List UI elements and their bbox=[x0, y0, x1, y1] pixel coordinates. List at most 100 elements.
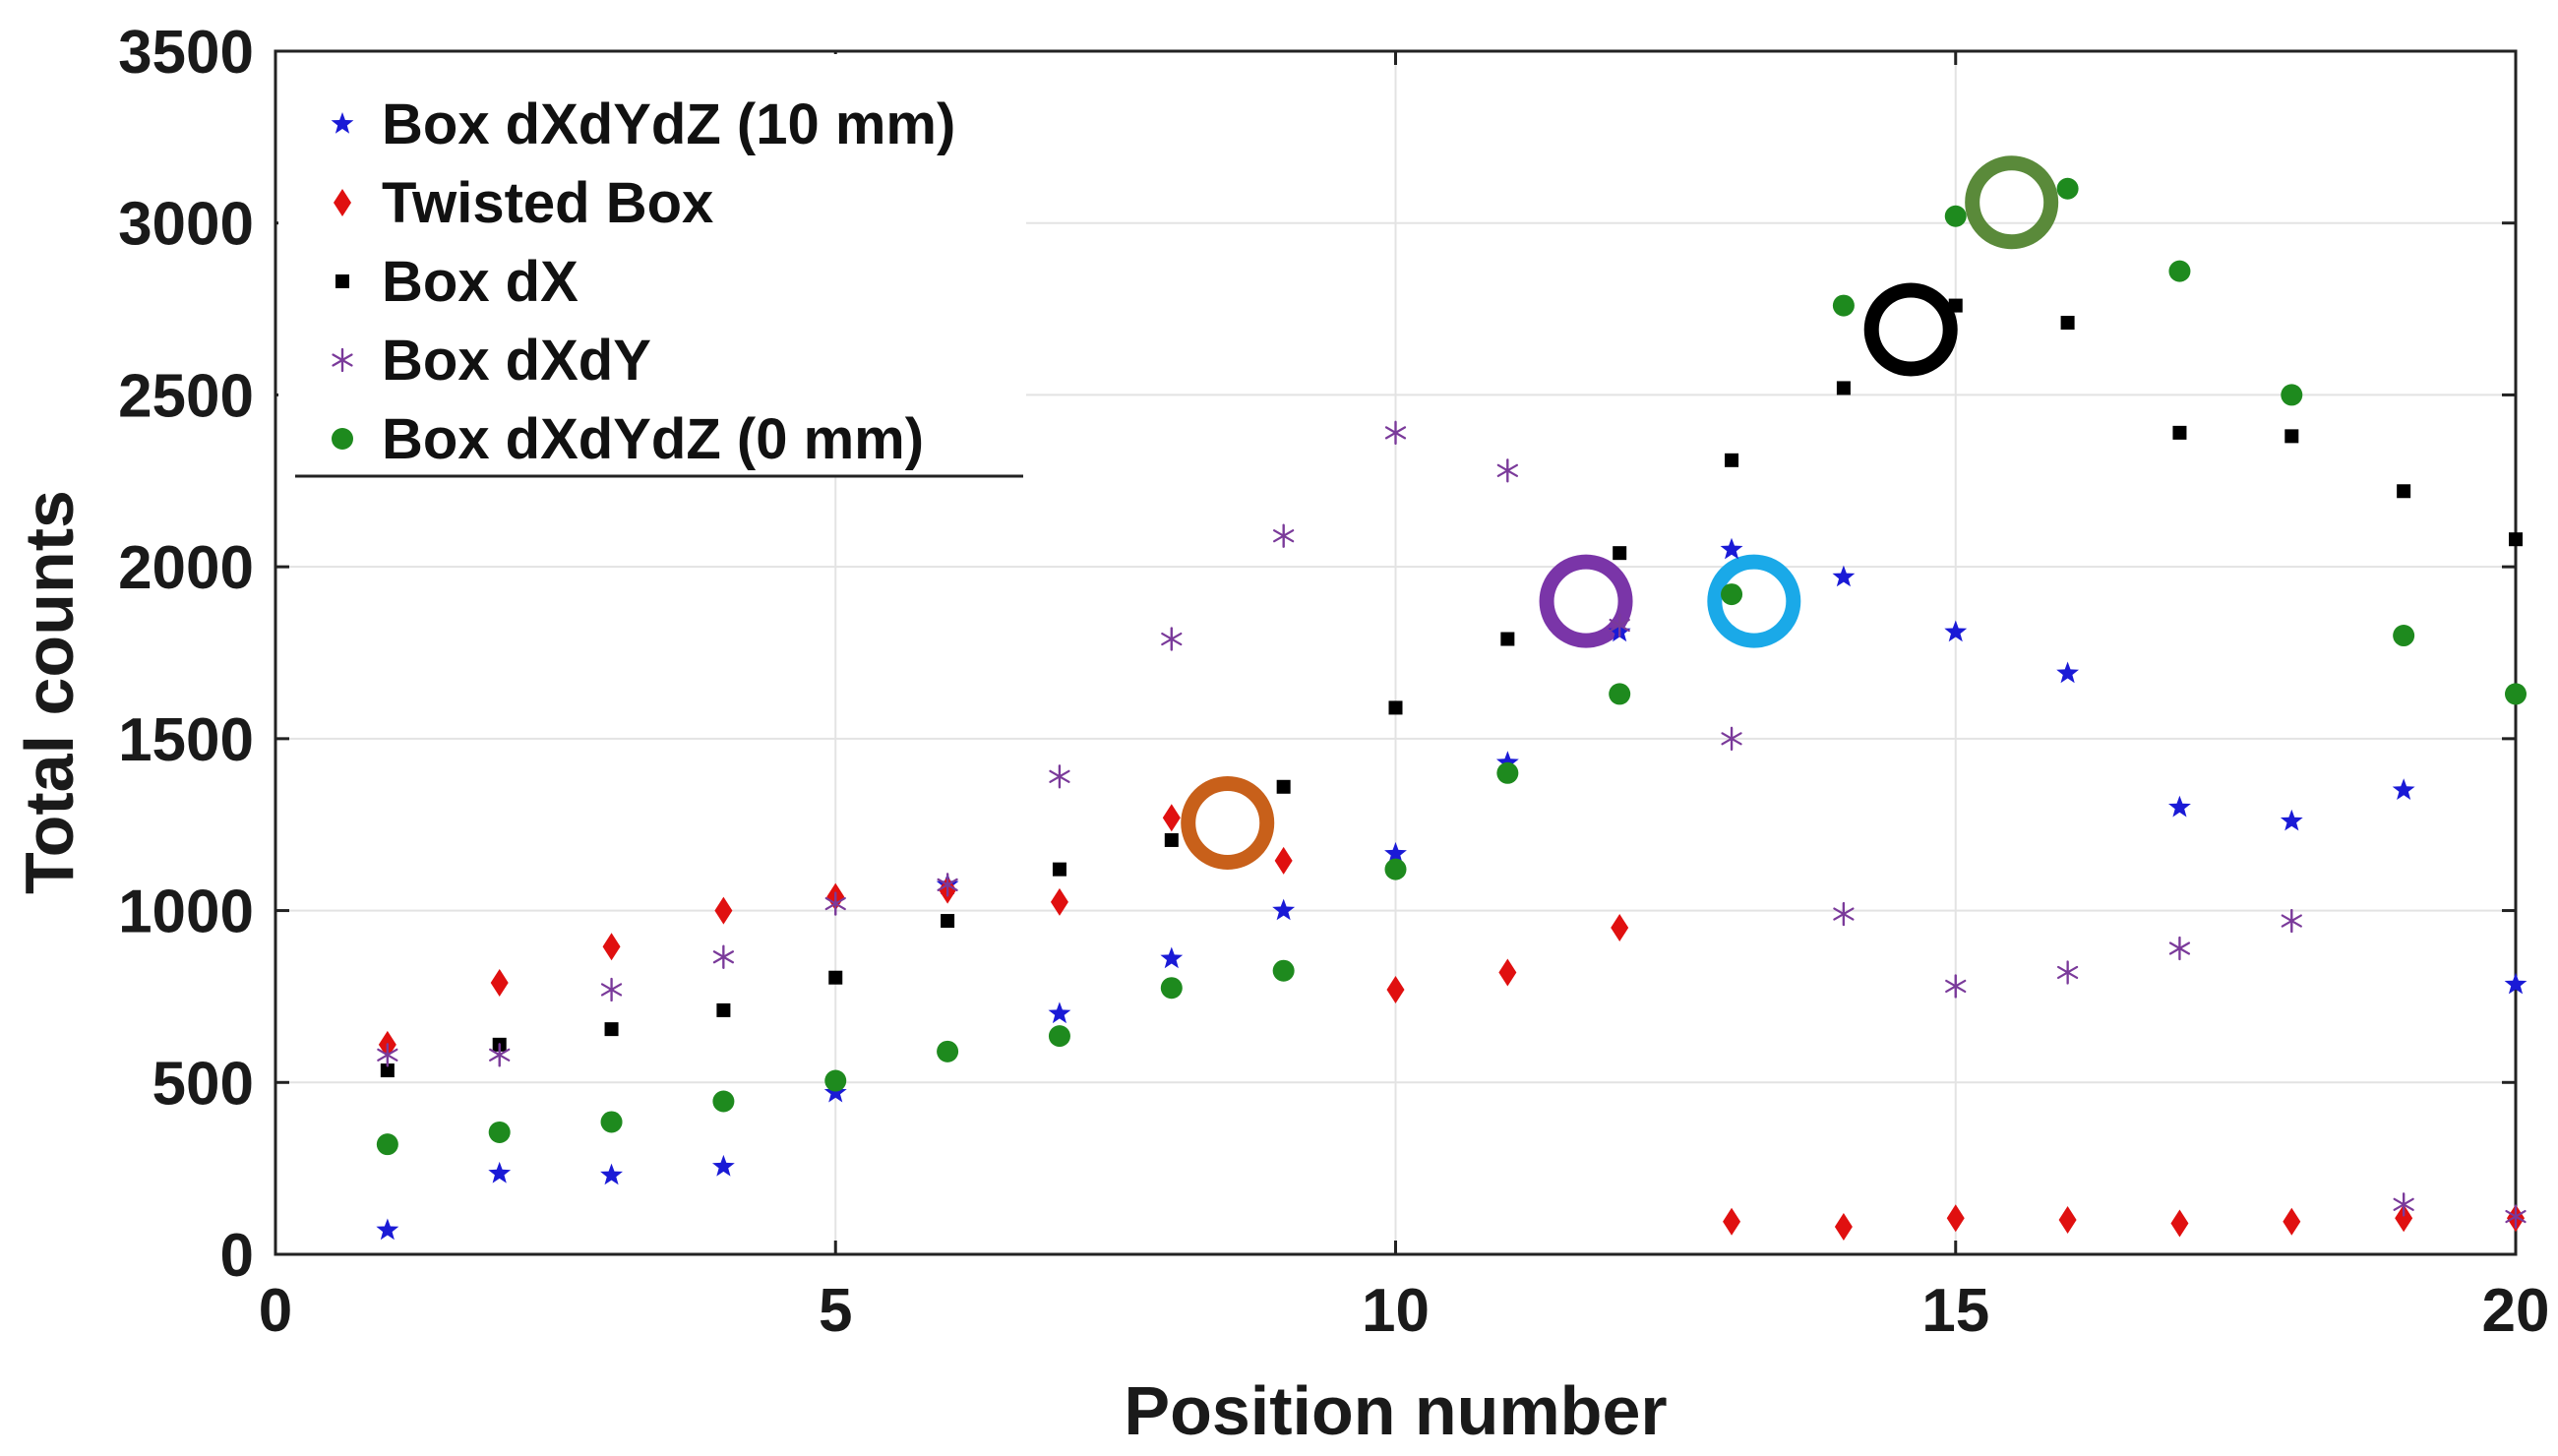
data-point bbox=[1161, 627, 1183, 651]
legend-label: Box dX bbox=[382, 250, 579, 314]
data-point bbox=[823, 1080, 847, 1103]
data-point bbox=[2393, 625, 2415, 647]
data-point bbox=[1948, 298, 1963, 313]
x-tick-label: 15 bbox=[1921, 1277, 1989, 1345]
data-point bbox=[602, 933, 621, 961]
data-point bbox=[1496, 458, 1518, 483]
data-point bbox=[1946, 1204, 1965, 1233]
data-point bbox=[2280, 809, 2303, 831]
y-tick-label: 3000 bbox=[118, 191, 254, 259]
data-point bbox=[1836, 381, 1851, 395]
data-point bbox=[604, 1022, 619, 1037]
data-point bbox=[1272, 959, 1295, 982]
data-point bbox=[2283, 1207, 2301, 1236]
data-point bbox=[488, 1121, 511, 1143]
data-point bbox=[2170, 1209, 2189, 1238]
data-point bbox=[2509, 532, 2523, 547]
data-point bbox=[1050, 887, 1068, 916]
data-point bbox=[489, 1043, 511, 1067]
data-point bbox=[1164, 832, 1179, 847]
data-point bbox=[1613, 546, 1627, 561]
data-point bbox=[1609, 613, 1630, 637]
data-point bbox=[2056, 960, 2079, 985]
data-point bbox=[712, 1090, 735, 1113]
data-points bbox=[376, 177, 2528, 1242]
data-point bbox=[600, 977, 623, 1002]
legend-label: Box dXdY bbox=[382, 329, 651, 393]
data-point bbox=[828, 970, 843, 985]
data-point bbox=[1049, 764, 1070, 789]
data-point bbox=[1388, 700, 1403, 715]
legend-label: Twisted Box bbox=[382, 171, 713, 235]
legend-label: Box dXdYdZ (10 mm) bbox=[382, 92, 955, 156]
annotation-ring bbox=[1539, 554, 1633, 648]
annotation-ring bbox=[1863, 282, 1958, 377]
y-axis-title: Total counts bbox=[11, 490, 88, 894]
data-point bbox=[1609, 683, 1631, 705]
data-point bbox=[1720, 537, 1743, 560]
data-point bbox=[2393, 1192, 2414, 1217]
data-point bbox=[1276, 779, 1291, 794]
axis-ticks: 0 5 10 15 20 0 500 1000 1500 2000 2500 3000 3500 bbox=[118, 19, 2549, 1345]
y-tick-label: 2500 bbox=[118, 362, 254, 430]
x-tick-label: 20 bbox=[2482, 1277, 2550, 1345]
legend-marker bbox=[335, 274, 349, 288]
y-tick-label: 500 bbox=[152, 1050, 254, 1118]
data-point bbox=[1160, 946, 1184, 969]
data-point bbox=[937, 1040, 959, 1062]
data-point bbox=[2058, 1206, 2077, 1235]
data-point bbox=[714, 896, 733, 925]
data-point bbox=[2397, 484, 2411, 499]
data-point bbox=[2505, 683, 2527, 705]
data-point bbox=[1273, 523, 1295, 548]
x-tick-label: 10 bbox=[1362, 1277, 1430, 1345]
data-point bbox=[600, 1111, 623, 1133]
data-point bbox=[1272, 898, 1296, 921]
data-point bbox=[1721, 583, 1743, 606]
data-point bbox=[1834, 1213, 1853, 1242]
data-point bbox=[2056, 177, 2079, 200]
data-point bbox=[1725, 453, 1739, 467]
annotation-rings bbox=[1181, 155, 2059, 870]
data-point bbox=[824, 1069, 847, 1092]
data-point bbox=[2281, 908, 2302, 934]
data-point bbox=[1384, 841, 1407, 864]
data-point bbox=[1048, 1025, 1070, 1048]
data-point bbox=[824, 891, 846, 916]
legend-box bbox=[278, 54, 1026, 477]
data-point bbox=[712, 944, 735, 969]
y-tick-label: 1000 bbox=[118, 879, 254, 946]
data-point bbox=[2056, 661, 2079, 684]
data-point bbox=[2395, 1204, 2413, 1233]
x-tick-label: 5 bbox=[819, 1277, 852, 1345]
x-axis-title: Position number bbox=[1124, 1372, 1667, 1449]
data-point bbox=[1160, 977, 1183, 1000]
data-point bbox=[1386, 975, 1405, 1003]
data-point bbox=[937, 873, 958, 897]
data-point bbox=[1500, 632, 1515, 646]
data-point bbox=[1833, 901, 1855, 927]
data-point bbox=[377, 1043, 398, 1067]
legend: Box dXdYdZ (10 mm) Twisted Box Box dX Box d… bbox=[278, 54, 1026, 478]
data-point bbox=[2284, 429, 2299, 444]
data-point bbox=[600, 1163, 623, 1185]
data-point bbox=[2172, 425, 2187, 440]
data-point bbox=[1496, 761, 1519, 784]
data-point bbox=[2504, 972, 2528, 995]
legend-marker bbox=[332, 347, 353, 373]
y-tick-label: 2000 bbox=[118, 534, 254, 602]
annotation-ring bbox=[1965, 155, 2059, 250]
legend-label: Box dXdYdZ (0 mm) bbox=[382, 407, 924, 471]
data-point bbox=[488, 1161, 512, 1183]
data-point bbox=[712, 1154, 735, 1177]
legend-marker bbox=[331, 112, 354, 134]
data-point bbox=[1832, 565, 1856, 587]
data-point bbox=[2060, 316, 2075, 331]
data-point bbox=[2168, 936, 2191, 961]
grid bbox=[275, 51, 2516, 1254]
data-point bbox=[1832, 294, 1855, 317]
data-point bbox=[1384, 420, 1407, 445]
data-point bbox=[2392, 778, 2415, 800]
data-point bbox=[490, 968, 509, 997]
